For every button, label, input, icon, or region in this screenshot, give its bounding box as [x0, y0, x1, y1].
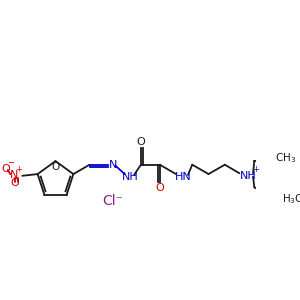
Text: O: O [2, 164, 11, 174]
Text: CH$_3$: CH$_3$ [275, 151, 297, 165]
Text: H$_3$C: H$_3$C [282, 192, 300, 206]
Text: +: + [15, 165, 22, 174]
Text: −: − [7, 158, 14, 167]
Text: O: O [136, 136, 145, 147]
Text: Cl⁻: Cl⁻ [102, 194, 123, 208]
Text: NH: NH [122, 172, 138, 182]
Text: O: O [10, 178, 19, 188]
Text: O: O [155, 183, 164, 193]
Text: +: + [252, 165, 259, 174]
Text: NH: NH [239, 171, 256, 181]
Text: HN: HN [175, 172, 191, 182]
Text: O: O [51, 162, 60, 172]
Text: N: N [109, 160, 117, 170]
Text: N: N [10, 170, 18, 180]
